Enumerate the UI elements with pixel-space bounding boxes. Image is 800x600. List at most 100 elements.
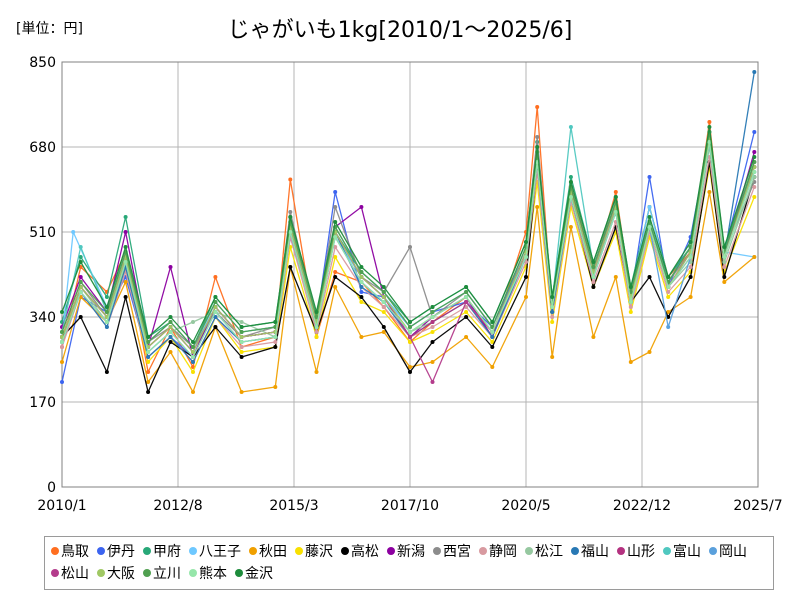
data-point xyxy=(359,285,364,289)
data-point xyxy=(568,195,573,199)
legend-label: 岡山 xyxy=(719,544,747,560)
data-point xyxy=(314,315,319,319)
data-point xyxy=(613,210,618,214)
legend-item: 福山 xyxy=(571,540,609,562)
y-tick-label: 850 xyxy=(29,55,56,71)
data-point xyxy=(239,320,244,324)
data-point xyxy=(568,180,573,184)
legend-marker-icon xyxy=(51,547,59,555)
legend-item: 岡山 xyxy=(709,540,747,562)
data-point xyxy=(168,325,173,329)
data-point xyxy=(550,320,555,324)
series-line xyxy=(61,141,755,358)
legend-item: 西宮 xyxy=(433,540,471,562)
data-point xyxy=(359,290,364,294)
legend-label: 八王子 xyxy=(199,544,241,560)
data-point xyxy=(146,335,151,339)
legend-item: 大阪 xyxy=(97,562,135,584)
data-point xyxy=(239,330,244,334)
data-point xyxy=(550,315,555,319)
data-point xyxy=(613,190,618,194)
data-point xyxy=(408,370,412,374)
legend-marker-icon xyxy=(143,547,151,555)
data-point xyxy=(60,310,64,314)
data-point xyxy=(568,125,573,129)
data-point xyxy=(752,255,757,259)
legend-item: 鳥取 xyxy=(51,540,89,562)
data-point xyxy=(359,300,364,304)
data-point xyxy=(666,315,671,319)
data-point xyxy=(333,285,338,289)
data-point xyxy=(490,320,495,324)
data-point xyxy=(191,390,195,394)
data-point xyxy=(490,330,495,334)
data-point xyxy=(359,295,364,299)
legend-label: 大阪 xyxy=(107,566,135,582)
data-point xyxy=(524,240,528,244)
data-point xyxy=(666,310,671,314)
data-point xyxy=(359,265,364,269)
data-point xyxy=(408,320,412,324)
data-point xyxy=(613,195,618,199)
plot-border xyxy=(61,61,759,488)
x-tick-label: 2015/3 xyxy=(269,498,318,514)
data-point xyxy=(123,280,128,284)
chart-title: じゃがいも1kg[2010/1～2025/6] xyxy=(227,18,573,43)
data-point xyxy=(591,335,596,339)
data-point xyxy=(60,330,64,334)
data-point xyxy=(591,265,596,269)
legend-marker-icon xyxy=(341,547,349,555)
data-point xyxy=(752,170,757,174)
chart-legend: 鳥取 伊丹 甲府 八王子 秋田 藤沢 高松 新潟 西宮 静岡 松江 福山 山形 富山 岡山 松山 大阪 立川 熊本 金… xyxy=(44,536,774,590)
data-point xyxy=(146,380,151,384)
data-point xyxy=(381,300,386,304)
data-point xyxy=(239,325,244,329)
data-point xyxy=(490,335,495,339)
data-point xyxy=(464,300,469,304)
legend-item: 藤沢 xyxy=(295,540,333,562)
legend-marker-icon xyxy=(617,547,625,555)
data-point xyxy=(239,345,244,349)
x-tick-label: 2012/8 xyxy=(153,498,202,514)
data-point xyxy=(647,175,652,179)
legend-label: 伊丹 xyxy=(107,544,135,560)
legend-marker-icon xyxy=(479,547,487,555)
data-point xyxy=(359,270,364,274)
data-point xyxy=(146,370,151,374)
data-point xyxy=(490,340,495,344)
data-point xyxy=(381,310,386,314)
data-point xyxy=(288,230,293,234)
data-point xyxy=(168,330,173,334)
legend-label: 松江 xyxy=(535,544,563,560)
legend-marker-icon xyxy=(295,547,303,555)
data-point xyxy=(168,340,173,344)
legend-label: 山形 xyxy=(627,544,655,560)
data-point xyxy=(123,245,128,249)
x-tick-label: 2022/12 xyxy=(613,498,671,514)
legend-label: 藤沢 xyxy=(305,544,333,560)
x-tick-label: 2010/1 xyxy=(37,498,86,514)
data-point xyxy=(333,245,338,249)
data-point xyxy=(722,265,727,269)
legend-label: 高松 xyxy=(351,544,379,560)
data-point xyxy=(381,330,386,334)
legend-item: 高松 xyxy=(341,540,379,562)
data-point xyxy=(550,310,555,314)
data-point xyxy=(430,340,435,344)
data-point xyxy=(381,305,386,309)
data-point xyxy=(333,205,338,209)
data-point xyxy=(707,120,712,124)
data-point xyxy=(168,315,173,319)
data-point xyxy=(191,360,195,364)
data-point xyxy=(464,315,469,319)
data-point xyxy=(191,350,195,354)
data-point xyxy=(647,350,652,354)
data-point xyxy=(647,205,652,209)
data-point xyxy=(104,325,109,329)
legend-label: 静岡 xyxy=(489,544,517,560)
data-point xyxy=(213,315,218,319)
data-point xyxy=(168,350,173,354)
data-point xyxy=(123,260,128,264)
data-point xyxy=(104,370,109,374)
